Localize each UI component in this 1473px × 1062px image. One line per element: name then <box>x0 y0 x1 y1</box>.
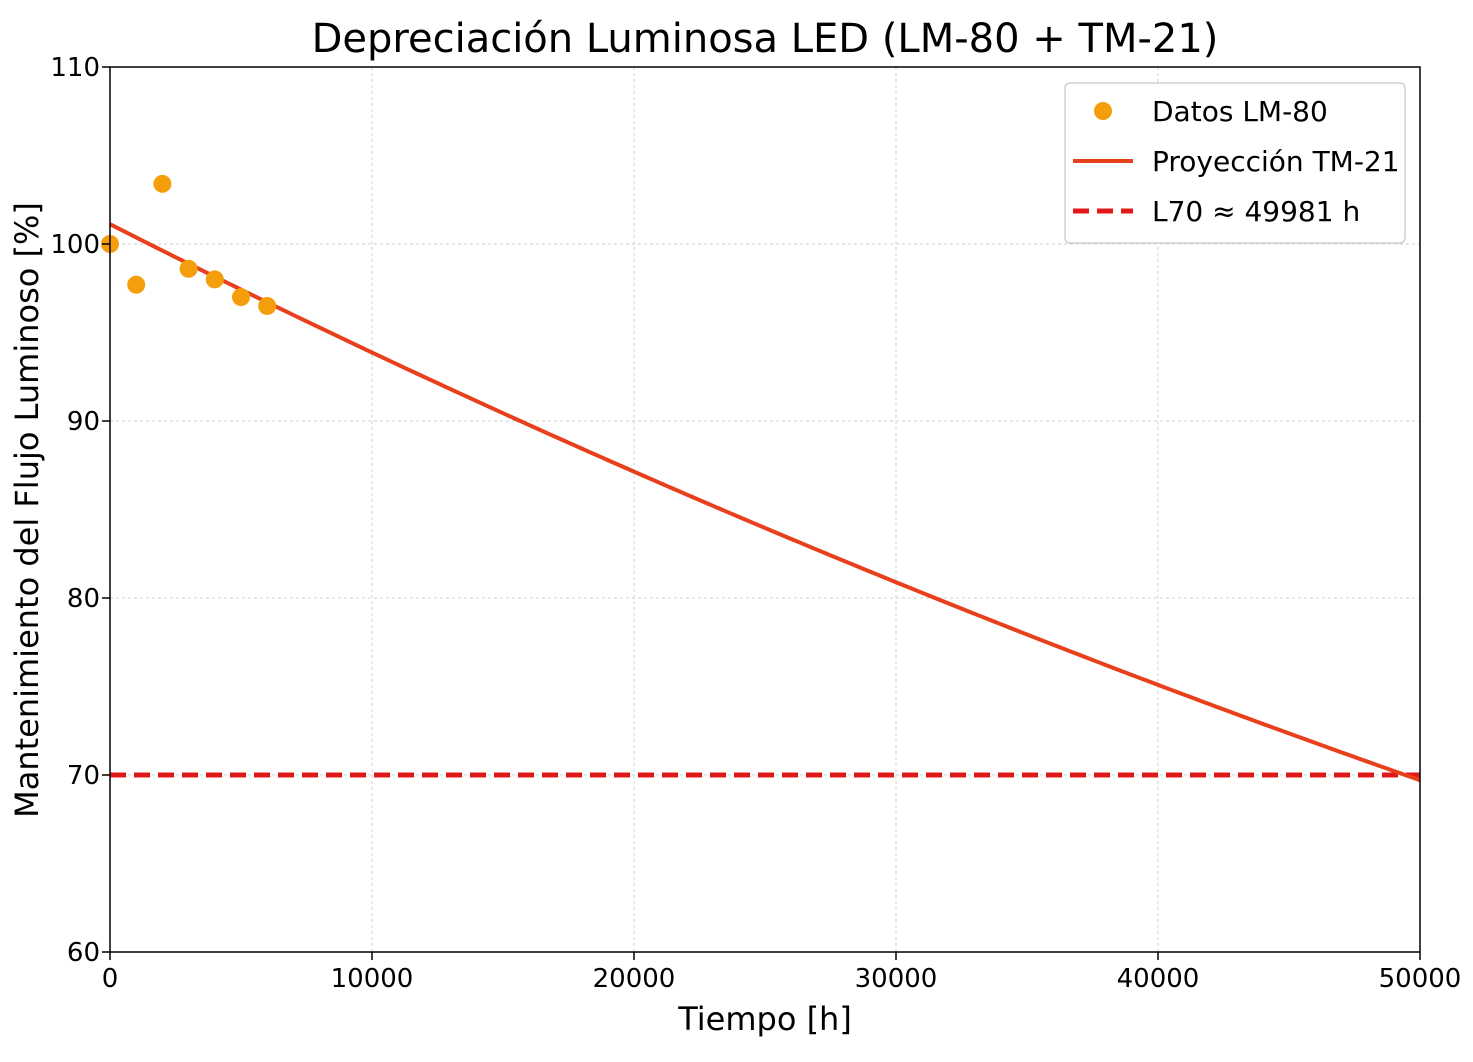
lm80-data-point <box>127 275 146 294</box>
y-tick-label: 100 <box>50 230 100 260</box>
x-axis-label: Tiempo [h] <box>677 1000 852 1038</box>
series-layer <box>101 174 1421 783</box>
y-tick-label: 80 <box>67 584 100 614</box>
legend-label-line: Proyección TM-21 <box>1152 145 1400 178</box>
y-axis-label: Mantenimiento del Flujo Luminoso [%] <box>8 202 46 818</box>
axis-ticks: 0 10000 20000 30000 40000 50000 60 70 80 90 100 110 <box>50 53 1461 994</box>
lm80-data-point <box>153 174 172 193</box>
y-tick-label: 70 <box>67 761 100 791</box>
y-tick-label: 60 <box>67 938 100 968</box>
lm80-data-point <box>258 296 277 315</box>
legend-marker-scatter <box>1094 102 1112 120</box>
x-tick-label: 10000 <box>331 964 414 994</box>
y-tick-label: 110 <box>50 53 100 83</box>
legend-label-scatter: Datos LM-80 <box>1152 95 1328 128</box>
x-tick-label: 50000 <box>1379 964 1462 994</box>
x-tick-label: 30000 <box>855 964 938 994</box>
lm80-data-point <box>232 288 250 307</box>
x-tick-label: 0 <box>102 964 119 994</box>
tm21-projection-line <box>109 222 1421 783</box>
lm80-data-point <box>179 259 198 278</box>
y-tick-label: 90 <box>67 407 100 437</box>
x-tick-label: 20000 <box>593 964 676 994</box>
lm80-data-point <box>205 270 224 289</box>
plot-frame <box>109 66 1421 953</box>
x-tick-label: 40000 <box>1117 964 1200 994</box>
legend-box <box>1064 82 1406 244</box>
legend: Datos LM-80 Proyección TM-21 L70 ≈ 49981… <box>1064 82 1406 244</box>
chart-title: Depreciación Luminosa LED (LM-80 + TM-21… <box>312 16 1219 62</box>
legend-label-hline: L70 ≈ 49981 h <box>1152 195 1360 228</box>
